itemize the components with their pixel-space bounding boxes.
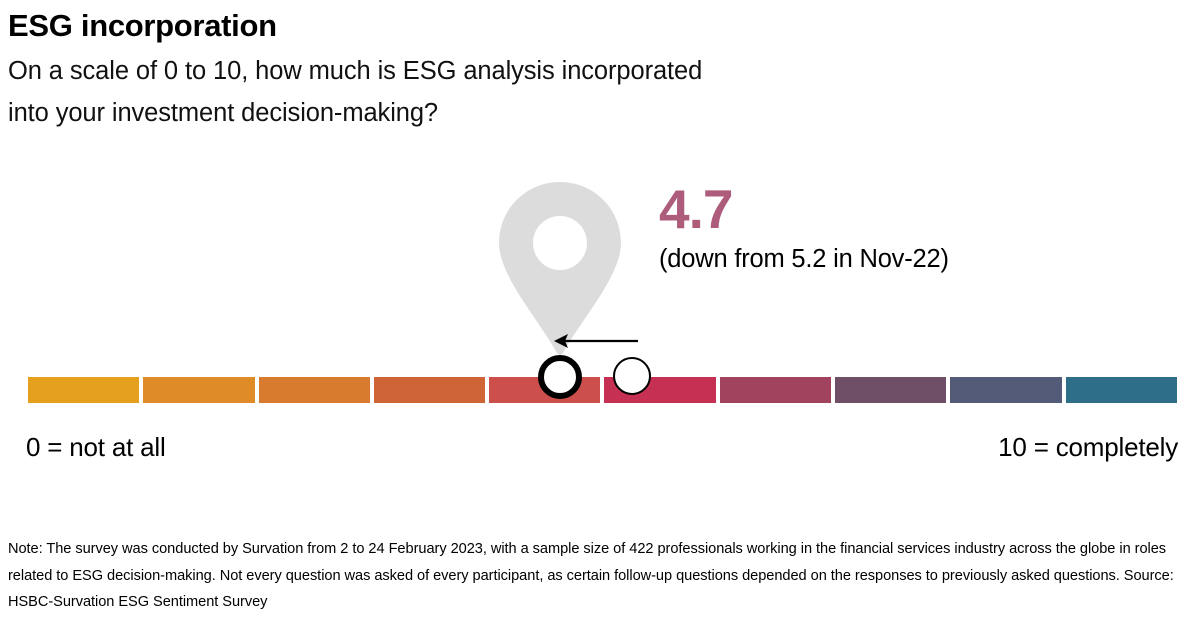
scale-segment-1 [143,377,255,403]
value-callout: 4.7 (down from 5.2 in Nov-22) [659,180,949,274]
page-subtitle: On a scale of 0 to 10, how much is ESG a… [8,50,1108,134]
headline-value: 4.7 [659,178,733,240]
subtitle-line-2: into your investment decision-making? [8,99,439,127]
page-title: ESG incorporation [8,8,277,43]
footnote: Note: The survey was conducted by Survat… [8,541,1174,610]
current-value-marker [538,355,582,399]
scale-segment-2 [258,377,370,403]
left-arrow-icon [548,328,648,354]
value-change-note: (down from 5.2 in Nov-22) [659,245,949,273]
scale-segment-7 [835,377,947,403]
header: ESG incorporation On a scale of 0 to 10,… [8,6,1108,134]
previous-value-marker [613,357,651,395]
scale-high-label: 10 = completely [998,432,1178,462]
map-pin-icon [495,180,625,360]
subtitle-line-1: On a scale of 0 to 10, how much is ESG a… [8,57,703,85]
scale-segment-9 [1065,377,1177,403]
scale-bar [28,377,1177,403]
scale-segment-8 [950,377,1062,403]
scale-low-label: 0 = not at all [26,432,166,462]
scale-segment-6 [719,377,832,403]
scale-segment-0 [28,377,140,403]
scale-segment-3 [373,377,486,403]
